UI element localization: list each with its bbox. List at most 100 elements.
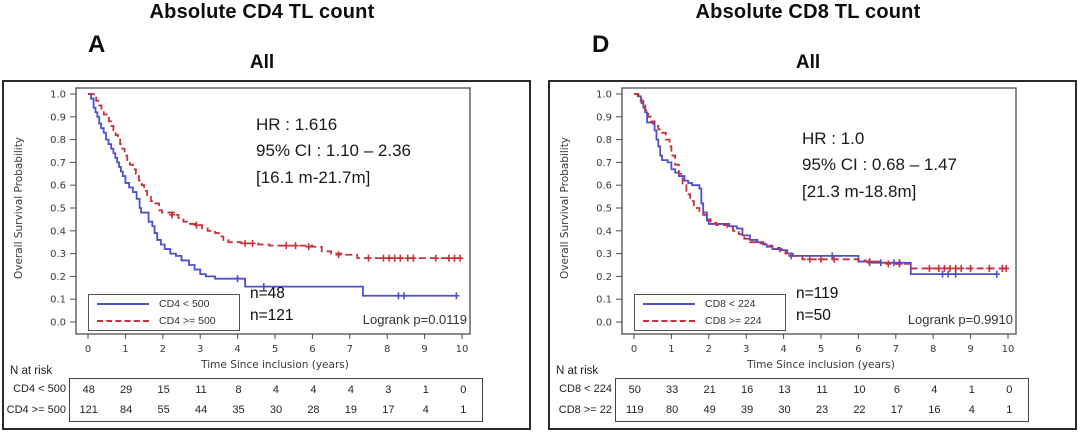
- svg-text:0.7: 0.7: [596, 158, 612, 169]
- risk-cell: 33: [666, 383, 679, 396]
- svg-text:0.1: 0.1: [50, 295, 66, 306]
- risk-cell: 4: [310, 383, 317, 396]
- svg-text:0.5: 0.5: [596, 204, 612, 215]
- svg-text:0.8: 0.8: [596, 135, 612, 146]
- hr-line: HR : 1.616: [256, 115, 338, 134]
- risk-cell: 8: [235, 383, 242, 396]
- risk-cell: 49: [703, 404, 716, 417]
- svg-text:5: 5: [818, 344, 824, 355]
- risk-cell: 30: [269, 404, 283, 417]
- risk-cell: 19: [344, 404, 358, 417]
- risk-cell: 1: [460, 404, 467, 417]
- legend-box: CD4 < 500 CD4 >= 500: [88, 294, 240, 331]
- ci-line: 95% CI : 0.68 – 1.47: [802, 155, 957, 175]
- risk-row: 119 80 49 39 30 23 22 17 16 4 1: [616, 400, 1028, 420]
- svg-text:0.2: 0.2: [50, 272, 66, 283]
- svg-text:1: 1: [122, 344, 128, 355]
- n-label: n=119: [796, 285, 839, 302]
- km-plot: 0.0 0.1 0.2 0.3 0.4 0.5 0.6 0.7 0.8 0.9 1.0 0 1 2 3 4 5 6…: [13, 87, 471, 371]
- svg-text:Overall Survival Probability: Overall Survival Probability: [559, 137, 571, 279]
- risk-cell: 21: [703, 383, 716, 396]
- risk-cell: 80: [666, 404, 679, 417]
- svg-text:7: 7: [893, 344, 899, 355]
- risk-row: 121 84 55 44 35 30 28 19 17 4 1: [70, 400, 482, 420]
- risk-cell: 13: [778, 383, 791, 396]
- risk-row-labels: CD4 < 500 CD4 >= 500: [4, 379, 66, 421]
- risk-cell: 29: [120, 383, 133, 396]
- risk-cell: 1: [422, 383, 429, 396]
- risk-cell: 6: [893, 383, 900, 396]
- legend-item: CD8 >= 224: [635, 313, 785, 328]
- risk-cell: 16: [740, 383, 754, 396]
- risk-row-label: CD4 < 500: [13, 383, 66, 395]
- svg-text:2: 2: [706, 344, 712, 355]
- hr-line: HR : 1.0: [802, 129, 865, 148]
- svg-text:0.0: 0.0: [50, 318, 66, 329]
- svg-text:1: 1: [668, 344, 674, 355]
- svg-text:1.0: 1.0: [596, 90, 612, 101]
- legend-line-solid-icon: [97, 303, 149, 306]
- legend-item: CD8 < 224: [635, 297, 785, 312]
- svg-text:0.9: 0.9: [596, 112, 612, 123]
- plot-frame: 0.0 0.1 0.2 0.3 0.4 0.5 0.6 0.7 0.8 0.9 1.0 0 1 2 3 4 5 6…: [548, 80, 1077, 430]
- svg-text:0.7: 0.7: [50, 158, 66, 169]
- svg-text:9: 9: [421, 344, 427, 355]
- panel-cd4: Absolute CD4 TL count A All 0.0 0.1 0.2 0.3…: [2, 1, 531, 430]
- risk-cell: 23: [815, 404, 829, 417]
- plot-frame: 0.0 0.1 0.2 0.3 0.4 0.5 0.6 0.7 0.8 0.9 1.0 0 1 2 3 4 5 6…: [2, 80, 531, 430]
- panel-letter: A: [88, 31, 106, 58]
- risk-cell: 1: [968, 383, 975, 396]
- legend-label: CD4 < 500: [159, 298, 210, 311]
- svg-text:0.6: 0.6: [50, 181, 66, 192]
- svg-text:4: 4: [780, 344, 786, 355]
- median-line: [16.1 m-21.7m]: [256, 167, 371, 187]
- svg-text:0: 0: [631, 344, 637, 355]
- logrank-label: Logrank p=0.0119: [362, 312, 467, 327]
- svg-text:0.6: 0.6: [596, 181, 612, 192]
- risk-cell: 4: [347, 383, 354, 396]
- svg-text:0.5: 0.5: [50, 204, 66, 215]
- hr-annotation: HR : 1.616 95% CI : 1.10 – 2.36 [16.1 m-…: [256, 112, 496, 191]
- n-at-risk-label: N at risk: [10, 365, 53, 377]
- svg-text:0.4: 0.4: [596, 226, 612, 237]
- svg-text:0.0: 0.0: [596, 318, 612, 329]
- risk-cell: 4: [272, 383, 280, 396]
- n-label: n=48: [250, 285, 285, 302]
- risk-cell: 1: [1006, 404, 1013, 417]
- risk-cell: 17: [382, 404, 395, 417]
- median-line: [21.3 m-18.8m]: [802, 181, 917, 201]
- svg-text:2: 2: [160, 344, 166, 355]
- n-labels: n=119 n=50: [796, 283, 838, 327]
- svg-text:1.0: 1.0: [50, 90, 66, 101]
- risk-row: 48 29 15 11 8 4 4 4 3 1 0: [70, 380, 482, 400]
- panel-subtitle: All: [795, 52, 821, 73]
- svg-text:8: 8: [930, 344, 936, 355]
- risk-cell: 22: [853, 404, 866, 417]
- svg-text:10: 10: [456, 344, 469, 355]
- risk-row-labels: CD8 < 224 CD8 >= 22: [550, 379, 612, 421]
- legend-line-dashed-icon: [643, 319, 695, 322]
- risk-cell: 48: [82, 383, 95, 396]
- risk-cell: 15: [157, 383, 170, 396]
- hr-annotation: HR : 1.0 95% CI : 0.68 – 1.47 [21.3 m-18…: [802, 126, 1042, 205]
- risk-cell: 44: [194, 404, 208, 417]
- legend-item: CD4 >= 500: [89, 313, 239, 328]
- risk-row-label: CD8 >= 22: [558, 404, 612, 416]
- risk-cell: 28: [307, 404, 320, 417]
- risk-cell: 121: [79, 404, 98, 417]
- risk-cell: 16: [928, 404, 941, 417]
- svg-text:6: 6: [855, 344, 861, 355]
- n-labels: n=48 n=121: [250, 283, 294, 327]
- risk-cell: 55: [157, 404, 170, 417]
- legend-label: CD8 >= 224: [705, 314, 762, 327]
- risk-cell: 4: [968, 404, 975, 417]
- risk-cell: 3: [385, 383, 392, 396]
- legend-box: CD8 < 224 CD8 >= 224: [634, 294, 786, 331]
- panel-subtitle: All: [249, 52, 275, 73]
- svg-text:Overall Survival Probability: Overall Survival Probability: [13, 137, 25, 279]
- km-plot: 0.0 0.1 0.2 0.3 0.4 0.5 0.6 0.7 0.8 0.9 1.0 0 1 2 3 4 5 6…: [559, 87, 1017, 371]
- risk-cell: 0: [460, 383, 467, 396]
- risk-cell: 0: [1006, 383, 1013, 396]
- risk-cell: 11: [816, 383, 828, 396]
- legend-label: CD4 >= 500: [159, 314, 216, 327]
